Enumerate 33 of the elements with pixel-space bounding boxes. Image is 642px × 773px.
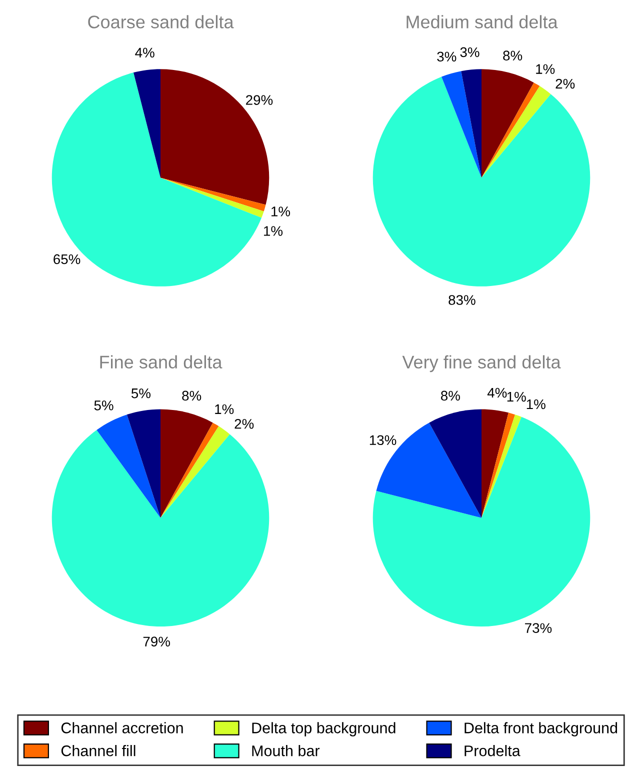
data-label: 79% — [143, 636, 170, 647]
data-label: 8% — [503, 50, 522, 60]
data-label: 1% — [526, 399, 546, 410]
chart-title: Medium sand delta — [406, 15, 558, 28]
data-label: 1% — [272, 206, 290, 216]
data-label: 29% — [246, 95, 273, 105]
data-label: 8% — [440, 390, 460, 401]
data-label: 2% — [234, 418, 254, 429]
legend-label: Channel fill — [61, 745, 136, 756]
data-label: 73% — [525, 623, 552, 633]
legend-label: Delta front background — [464, 722, 618, 736]
legend-label: Mouth bar — [252, 745, 320, 756]
chart-title: Fine sand delta — [100, 355, 222, 369]
data-label: 1% — [215, 404, 234, 414]
data-label: 83% — [448, 295, 476, 305]
data-label: 13% — [370, 435, 396, 446]
data-label: 1% — [264, 226, 283, 236]
legend-label: Prodelta — [464, 745, 520, 756]
chart-title: Coarse sand delta — [88, 15, 234, 28]
data-label: 5% — [131, 388, 150, 398]
data-label: 65% — [54, 254, 80, 264]
data-label: 3% — [460, 47, 480, 58]
data-label: 3% — [437, 52, 456, 62]
data-label: 1% — [536, 64, 555, 74]
data-label: 4% — [135, 48, 154, 58]
data-label: 5% — [94, 400, 114, 410]
legend-label: Channel accretion — [61, 722, 183, 734]
data-label: 8% — [182, 390, 202, 401]
legend-label: Delta top background — [252, 722, 396, 736]
data-label: 1% — [507, 392, 526, 402]
data-label: 4% — [487, 388, 507, 398]
data-label: 2% — [556, 78, 575, 89]
chart-title: Very fine sand delta — [402, 355, 561, 372]
